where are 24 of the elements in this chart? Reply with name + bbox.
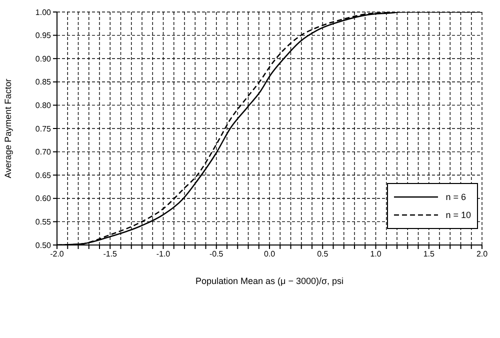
x-axis-title: Population Mean as (μ − 3000)/σ, psi (195, 276, 344, 286)
x-tick-label: 1.5 (423, 250, 435, 259)
y-tick-label: 0.75 (35, 124, 52, 134)
y-tick-label: 0.95 (35, 31, 52, 40)
y-tick-label: 1.00 (35, 8, 52, 17)
x-tick-label: 2.0 (476, 250, 488, 259)
y-axis-title: Average Payment Factor (3, 78, 14, 178)
x-tick-label: -1.5 (103, 250, 118, 259)
legend-label: n = 10 (446, 210, 471, 220)
x-tick-label: -1.0 (156, 250, 171, 259)
y-tick-label: 0.60 (35, 194, 52, 204)
y-tick-label: 0.70 (35, 148, 52, 157)
x-tick-label: -0.5 (209, 250, 224, 259)
y-tick-label: 0.90 (35, 54, 52, 64)
y-tick-label: 0.55 (35, 218, 52, 227)
x-tick-label: 0.0 (264, 250, 276, 259)
legend-label: n = 6 (446, 192, 466, 202)
x-tick-label: 0.5 (317, 250, 329, 259)
y-tick-label: 0.65 (35, 170, 52, 180)
x-tick-label: -2.0 (50, 250, 64, 259)
y-tick-label: 0.50 (35, 240, 52, 250)
x-tick-label: 1.0 (370, 250, 382, 259)
y-tick-label: 0.80 (35, 101, 52, 110)
y-tick-label: 0.85 (35, 78, 52, 87)
